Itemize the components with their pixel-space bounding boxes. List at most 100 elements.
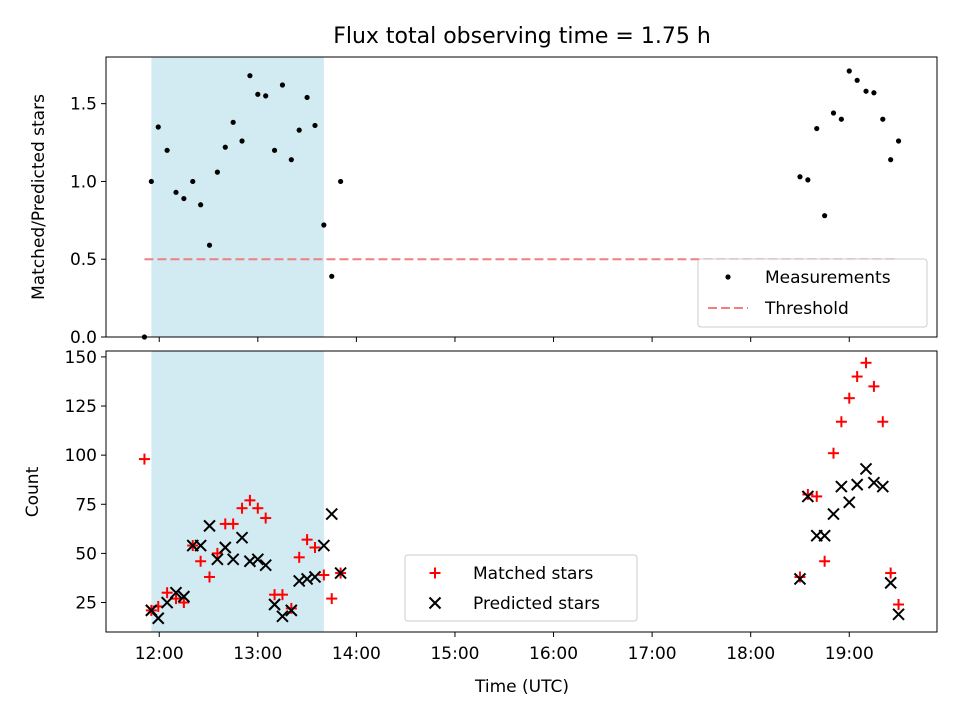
measurement-point [206,242,213,248]
measurement-point [164,147,170,153]
measurement-point [222,144,228,150]
predicted-star-point-b [835,480,848,493]
predicted-star-point [884,576,897,590]
predicted-star-point-b [219,541,232,554]
predicted-star-point-b [235,531,249,544]
predicted-star-point-b [152,612,165,625]
matched-star-point [161,587,173,599]
predicted-star-point [276,610,289,623]
x-tick-label: 14:00 [332,644,381,664]
predicted-star-point [859,462,873,476]
matched-star-point [252,502,264,514]
top-axes-frame [105,56,938,338]
predicted-star-point [211,553,224,566]
matched-star-point [236,502,248,514]
matched-star-point [178,597,190,609]
matched-star-point [802,488,814,500]
predicted-star-point [160,596,174,609]
x-tick-label: 17:00 [628,644,677,664]
predicted-star-point-b [867,476,881,489]
measurement-point [797,174,803,180]
predicted-star-point-b [334,566,347,580]
predicted-star-point [325,507,338,521]
legend-predicted-marker-b [428,596,442,610]
x-tick-label: 16:00 [529,644,578,664]
matched-star-point [827,447,839,459]
measurement-point [822,213,828,219]
matched-star-point [211,547,223,559]
y-tick-label: 1.0 [70,172,97,192]
y-tick-label: 50 [75,544,97,564]
measurement-point [321,222,327,228]
matched-star-point [794,571,806,583]
matched-star-point [138,453,150,465]
x-tick-label: 19:00 [825,644,874,664]
bottom-axes-frame [105,350,938,633]
measurement-point [880,116,886,122]
legend-threshold-label: Threshold [764,299,849,319]
predicted-star-point [892,608,905,621]
x-tick-label: 12:00 [135,644,184,664]
predicted-star-point-b [325,507,338,521]
matched-star-point [227,518,239,530]
y-tick-label: 125 [65,397,97,417]
bottom-panel: 12:00 13:00 14:00 15:00 16:00 17:00 18:00 19:00… [65,348,938,664]
predicted-star-point-b [203,519,216,533]
matched-star-point [860,357,872,369]
predicted-star-point [850,478,864,491]
predicted-star-point-b [317,539,331,552]
predicted-star-point-b [243,555,257,568]
x-tick-label: 18:00 [726,644,775,664]
legend-matched-marker [429,567,441,579]
predicted-star-point-b [145,604,158,617]
measurement-point [279,82,286,88]
legend-measurements-label: Measurements [765,268,891,288]
matched-star-point [819,555,831,567]
predicted-star-point [835,480,848,493]
measurement-point [148,178,154,185]
legend-measurements-marker [725,274,731,280]
predicted-star-point-b [276,610,289,623]
measurement-point [247,73,253,79]
measurement-point [888,157,894,163]
measurement-point [854,77,860,83]
predicted-star-point-b [884,576,897,590]
predicted-star-point-b [211,553,224,566]
predicted-star-point-b [259,558,272,572]
matched-star-point [843,392,855,404]
predicted-star-point [793,572,807,586]
predicted-star-point-b [850,478,864,491]
matched-star-point [195,555,207,567]
matched-star-point [204,571,216,583]
matched-star-point [293,551,305,563]
matched-star-point [811,490,823,502]
matched-star-point [851,371,863,383]
x-tick-label: 15:00 [430,644,479,664]
predicted-star-point-b [194,539,207,552]
y-tick-label: 25 [75,594,97,614]
measurement-point [830,110,837,116]
predicted-star-point [876,480,889,493]
predicted-star-point [169,586,183,599]
y-tick-label: 100 [65,446,97,466]
measurement-point [814,125,820,132]
matched-star-point [318,569,330,581]
predicted-star-point [251,553,265,566]
predicted-star-point [152,612,165,625]
predicted-star-point [308,570,322,584]
legend-frame [697,258,928,328]
x-tick-label: 13:00 [233,644,282,664]
predicted-star-point-b [285,604,298,617]
matched-star-point [877,416,889,428]
chart-title: Flux total observing time = 1.75 h [333,24,711,49]
y-tick-label: 150 [65,348,97,368]
matched-star-point [276,589,288,601]
predicted-star-point-b [843,496,856,509]
matched-star-point [326,593,338,605]
measurement-point [838,116,844,122]
measurement-point [239,138,245,144]
measurement-point [198,202,204,208]
predicted-star-point-b [827,507,840,521]
measurement-point [230,119,236,125]
predicted-star-point [843,496,856,509]
